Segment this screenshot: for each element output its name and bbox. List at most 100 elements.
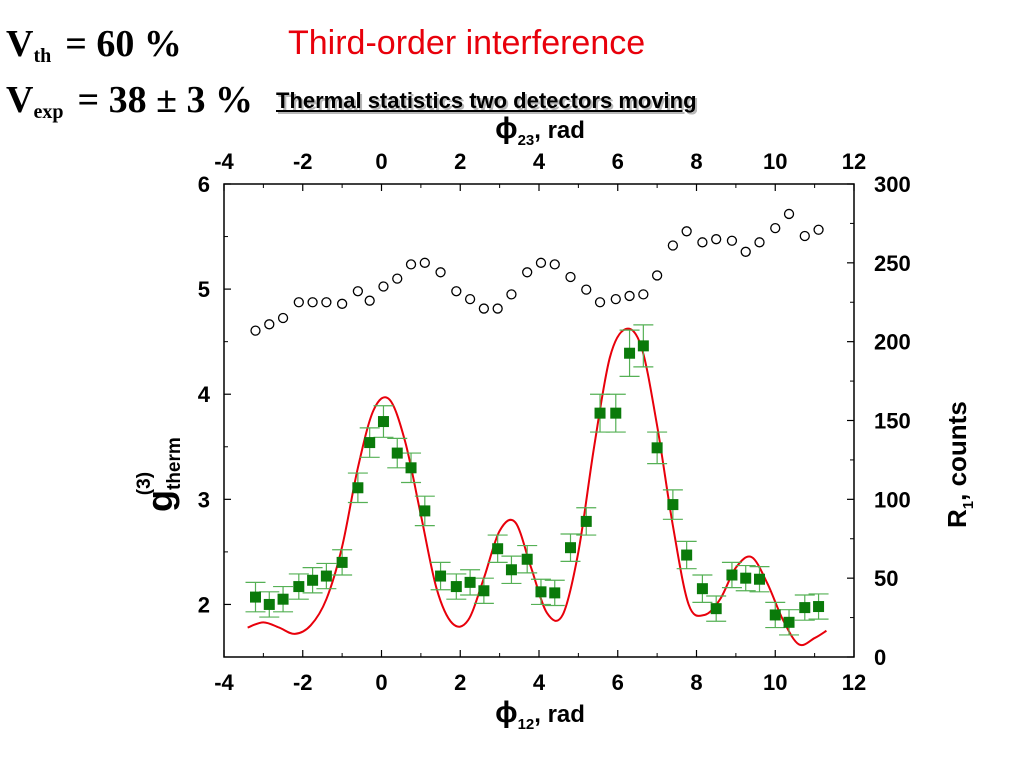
g3-data-point — [799, 602, 811, 614]
g3-data-point — [293, 581, 305, 593]
vth-formula: Vth = 60 % — [6, 22, 182, 68]
y-left-axis-label: gtherm(3) — [134, 437, 185, 512]
x-top-axis-label: ϕ23, rad — [495, 112, 585, 149]
g3-data-point — [565, 542, 576, 554]
g3-data-point — [580, 515, 592, 527]
x-bottom-tick-label: 0 — [375, 670, 387, 695]
r1-data-point — [624, 290, 635, 302]
r1-data-point — [565, 271, 576, 283]
y-left-tick-label: 4 — [198, 382, 211, 407]
x-bottom-tick-label: -4 — [214, 670, 234, 695]
g3-data-point — [250, 591, 261, 603]
r1-data-point — [392, 273, 403, 284]
r1-data-point — [610, 293, 621, 305]
g3-data-point — [696, 583, 708, 595]
r1-data-point — [770, 222, 781, 234]
y-right-tick-label: 0 — [874, 645, 886, 670]
x-top-tick-label: 4 — [533, 149, 546, 174]
x-bottom-tick-label: 8 — [690, 670, 702, 695]
vexp-subscript: exp — [33, 101, 64, 123]
y-right-tick-label: 150 — [874, 409, 911, 434]
g3-data-point — [277, 593, 289, 605]
r1-data-point — [799, 230, 810, 242]
r1-data-point — [492, 303, 503, 314]
g3-data-point — [405, 462, 417, 474]
g3-data-point — [535, 586, 547, 598]
g3-data-point — [594, 407, 606, 419]
g3-data-point — [364, 437, 376, 449]
y-right-tick-label: 100 — [874, 487, 911, 512]
r1-data-point — [535, 257, 547, 268]
r1-data-point — [405, 259, 417, 270]
g3-data-point — [419, 505, 431, 517]
x-top-tick-label: 6 — [612, 149, 624, 174]
x-top-tick-label: 10 — [763, 149, 787, 174]
vexp-symbol: V — [6, 79, 34, 121]
vth-subscript: th — [33, 45, 52, 67]
r1-data-point — [581, 284, 592, 295]
x-bottom-axis-label: ϕ12, rad — [495, 696, 585, 733]
g3-data-point — [754, 573, 765, 585]
g3-data-point — [263, 598, 275, 610]
g3-data-point — [450, 581, 462, 593]
vexp-formula: Vexp = 38 ± 3 % — [6, 78, 253, 124]
g3-data-point — [651, 442, 663, 454]
y-right-tick-label: 200 — [874, 330, 911, 355]
x-top-tick-label: 8 — [690, 149, 702, 174]
g3-data-point — [726, 569, 738, 581]
g3-data-point — [377, 416, 389, 428]
r1-data-point — [813, 224, 824, 235]
x-bottom-tick-label: -2 — [293, 670, 313, 695]
r1-data-point — [549, 259, 560, 270]
vth-symbol: V — [6, 23, 34, 65]
g3-data-point — [492, 543, 504, 555]
r1-data-point — [754, 237, 765, 248]
x-top-tick-label: -2 — [293, 149, 313, 174]
r1-data-point — [451, 286, 462, 297]
r1-data-point — [667, 240, 679, 251]
r1-data-point — [336, 298, 348, 309]
x-top-tick-label: 12 — [842, 149, 866, 174]
fit-curve-line — [247, 327, 827, 647]
x-top-tick-label: 0 — [375, 149, 387, 174]
g3-data-point — [769, 609, 781, 621]
r1-data-point — [783, 208, 795, 220]
g3-data-point — [549, 587, 561, 599]
r1-data-point — [464, 293, 476, 305]
x-bottom-tick-label: 10 — [763, 670, 787, 695]
g3-data-point — [637, 340, 649, 352]
r1-data-point — [638, 289, 649, 300]
g3-data-point — [740, 572, 752, 584]
y-left-tick-label: 6 — [198, 172, 210, 197]
r1-data-point — [277, 312, 289, 324]
r1-data-point — [522, 267, 533, 278]
r1-data-point — [594, 297, 606, 308]
g3-data-point — [464, 576, 476, 588]
vexp-value: = 38 ± 3 % — [77, 79, 253, 121]
y-right-axis-label: R1, counts — [942, 401, 977, 528]
r1-data-point — [321, 297, 332, 308]
x-bottom-tick-label: 6 — [612, 670, 624, 695]
r1-data-point — [651, 270, 663, 281]
r1-data-point — [435, 267, 446, 278]
g3-data-point — [352, 482, 364, 494]
vth-value: = 60 % — [65, 23, 182, 65]
r1-data-point — [681, 226, 692, 237]
g3-data-point — [521, 553, 533, 565]
x-top-tick-label: -4 — [214, 149, 234, 174]
x-bottom-tick-label: 4 — [533, 670, 546, 695]
chart-subtitle: Thermal statistics two detectors moving — [276, 88, 697, 113]
g3-data-point — [307, 574, 319, 586]
g3-data-point — [813, 601, 825, 613]
y-left-tick-label: 3 — [198, 487, 210, 512]
r1-data-point — [419, 257, 430, 268]
x-top-tick-label: 2 — [454, 149, 466, 174]
y-right-tick-label: 50 — [874, 566, 898, 591]
r1-data-point — [352, 286, 364, 297]
y-left-tick-label: 5 — [198, 277, 210, 302]
g3-data-point — [710, 603, 722, 615]
x-bottom-tick-label: 12 — [842, 670, 866, 695]
g3-data-point — [610, 407, 622, 419]
g3-data-point — [681, 549, 693, 561]
